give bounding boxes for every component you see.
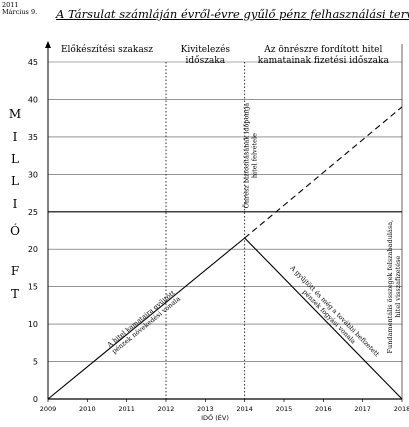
y-axis-label-letter: L (11, 152, 19, 166)
y-tick-label: 5 (33, 358, 38, 367)
phase-label-preparation: Előkészítési szakasz (61, 44, 153, 55)
y-tick-label: 30 (28, 170, 38, 179)
dashed-projection-line (244, 106, 403, 239)
stamp-date: Március 9. (2, 8, 38, 16)
stamp-year: 2011 (2, 1, 19, 9)
x-tick-label: 2011 (118, 405, 135, 413)
phase-label-interest: Az önrészre fordított hitel (263, 44, 382, 55)
x-tick-label: 2015 (276, 405, 293, 413)
mid-vertical-annotation-line: Önrész biztosításának időpontja (242, 103, 251, 209)
right-vertical-annotation-line: Fundamentális összegek felszabadulása, (386, 220, 394, 354)
y-axis-label-letter: Ó (10, 222, 20, 238)
y-tick-label: 45 (28, 58, 38, 67)
falling-line-annotation: A gyűjtött és még a további befizetettpé… (288, 263, 382, 359)
y-axis-label-letter: M (9, 107, 21, 121)
mid-vertical-annotation-line: hitel felvétele (251, 133, 259, 178)
y-tick-label: 0 (33, 395, 38, 404)
mid-vertical-annotation: Önrész biztosításának időpontja hitel fel… (242, 103, 259, 209)
falling-line-annotation-line: pénzek fogyási vonala (301, 288, 358, 346)
y-tick-label: 35 (28, 133, 38, 142)
y-tick-label: 10 (28, 320, 38, 329)
y-axis-label-letter: T (11, 287, 19, 301)
y-axis-label-letter: I (13, 130, 18, 144)
y-tick-label: 40 (28, 95, 38, 104)
x-axis-label: IDŐ (ÉV) (201, 413, 229, 422)
date-stamp: 2011 Március 9. (2, 2, 37, 16)
rising-line-annotation-line: pénzek növekedési vonala (110, 295, 182, 356)
x-tick-label: 2009 (40, 405, 57, 413)
phase-label-construction: időszaka (186, 55, 226, 66)
falling-line-annotation-line: A gyűjtött és még a további befizetett (288, 263, 382, 359)
x-tick-label: 2018 (394, 405, 409, 413)
x-tick-label: 2012 (158, 405, 175, 413)
x-tick-label: 2017 (354, 405, 371, 413)
y-tick-label: 25 (28, 208, 38, 217)
phase-label-construction: Kivitelezés (181, 44, 231, 55)
x-tick-label: 2016 (315, 405, 332, 413)
y-tick-label: 20 (28, 245, 38, 254)
y-axis-label-letter: L (11, 174, 19, 188)
right-vertical-annotation-line: hitel visszafizetése (394, 256, 402, 318)
chart-title: A Társulat számláján évről-évre gyűlő pé… (56, 7, 409, 21)
x-tick-label: 2010 (79, 405, 96, 413)
phase-label-interest: kamatainak fizetési időszaka (258, 55, 390, 66)
y-tick-label: 15 (28, 283, 38, 292)
y-axis-arrow (45, 41, 51, 48)
y-axis-label-letter: I (13, 197, 18, 211)
series-line (47, 237, 246, 400)
x-tick-label: 2014 (236, 405, 253, 413)
x-tick-label: 2013 (197, 405, 214, 413)
y-axis-label-letter: F (11, 264, 19, 278)
right-vertical-annotation: Fundamentális összegek felszabadulása, hi… (386, 220, 402, 354)
series-line (244, 237, 403, 400)
